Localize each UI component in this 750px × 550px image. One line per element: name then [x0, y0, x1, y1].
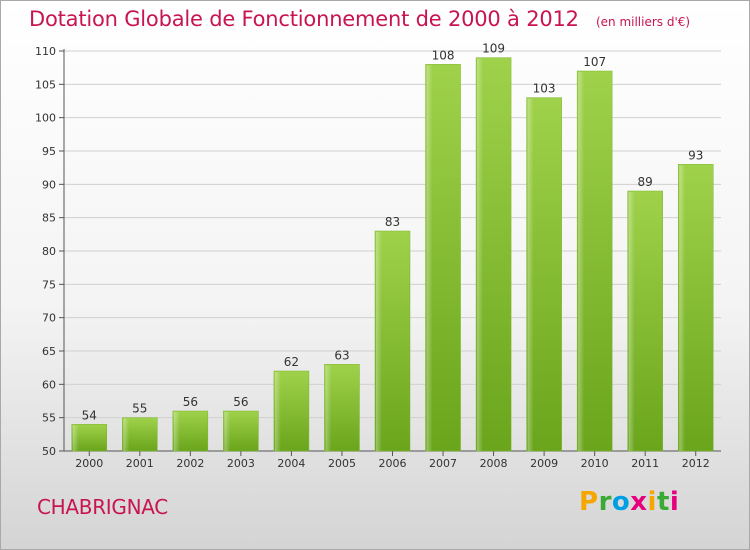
logo-letter: o [611, 487, 631, 517]
bar-highlight [426, 65, 433, 451]
y-tick-label: 90 [42, 178, 56, 191]
y-tick-label: 65 [42, 345, 56, 358]
y-tick-label: 70 [42, 312, 56, 325]
y-tick-label: 80 [42, 245, 56, 258]
x-tick-label: 2009 [530, 457, 558, 470]
y-tick-label: 50 [42, 445, 56, 458]
proxiti-logo: Proxiti [579, 487, 679, 517]
bar-highlight [578, 72, 585, 451]
x-tick-label: 2006 [379, 457, 407, 470]
x-tick-label: 2003 [227, 457, 255, 470]
y-tick-label: 75 [42, 278, 56, 291]
chart-title: Dotation Globale de Fonctionnement de 20… [29, 7, 579, 31]
x-tick-label: 2012 [682, 457, 710, 470]
y-tick-label: 60 [42, 378, 56, 391]
bar-value-label: 93 [688, 148, 703, 162]
x-tick-label: 2007 [429, 457, 457, 470]
bar-highlight [325, 365, 332, 451]
x-tick-label: 2010 [581, 457, 609, 470]
commune-name: CHABRIGNAC [37, 495, 168, 519]
title-row: Dotation Globale de Fonctionnement de 20… [29, 7, 690, 31]
bar-highlight [679, 165, 686, 452]
bar-value-label: 63 [334, 348, 349, 362]
bar-highlight [72, 425, 79, 451]
bar-value-label: 55 [132, 402, 147, 416]
y-tick-label: 95 [42, 145, 56, 158]
y-tick-label: 100 [35, 112, 56, 125]
x-tick-label: 2001 [126, 457, 154, 470]
bar-value-label: 109 [482, 42, 505, 56]
y-tick-label: 55 [42, 412, 56, 425]
y-tick-label: 110 [35, 45, 56, 58]
y-tick-label: 105 [35, 78, 56, 91]
logo-letter: r [598, 487, 612, 517]
logo-letter: x [630, 487, 648, 517]
x-tick-label: 2002 [176, 457, 204, 470]
logo-letter: P [579, 487, 599, 517]
bar-value-label: 54 [82, 408, 97, 422]
chart-subtitle: (en milliers d'€) [595, 15, 691, 29]
bars [71, 57, 714, 452]
bar-value-label: 89 [638, 175, 653, 189]
bar-highlight [173, 412, 180, 451]
x-tick-label: 2000 [75, 457, 103, 470]
bar-value-label: 103 [533, 82, 556, 96]
logo-letter: i [669, 487, 680, 517]
bar-value-label: 108 [432, 48, 455, 62]
bar-highlight [123, 418, 130, 451]
bar-value-label: 107 [583, 55, 606, 69]
y-tick-label: 85 [42, 212, 56, 225]
x-tick-label: 2008 [480, 457, 508, 470]
bar-highlight [224, 412, 231, 451]
x-tick-label: 2004 [277, 457, 305, 470]
logo-letter: i [647, 487, 657, 517]
bar-value-label: 62 [284, 355, 299, 369]
bar-value-label: 56 [183, 395, 198, 409]
labels: 50 55 60 65 70 75 80 85 90 95 100 105 110 54 2000 55 200… [35, 42, 710, 470]
x-tick-label: 2005 [328, 457, 356, 470]
bar-value-label: 83 [385, 215, 400, 229]
x-tick-label: 2011 [631, 457, 659, 470]
bar-highlight [376, 232, 382, 451]
bar-value-label: 56 [233, 395, 248, 409]
bar-highlight [628, 192, 635, 451]
bar-highlight [527, 98, 534, 452]
bar-highlight [477, 58, 484, 452]
bar-highlight [274, 372, 281, 451]
logo-letter: t [656, 487, 670, 517]
